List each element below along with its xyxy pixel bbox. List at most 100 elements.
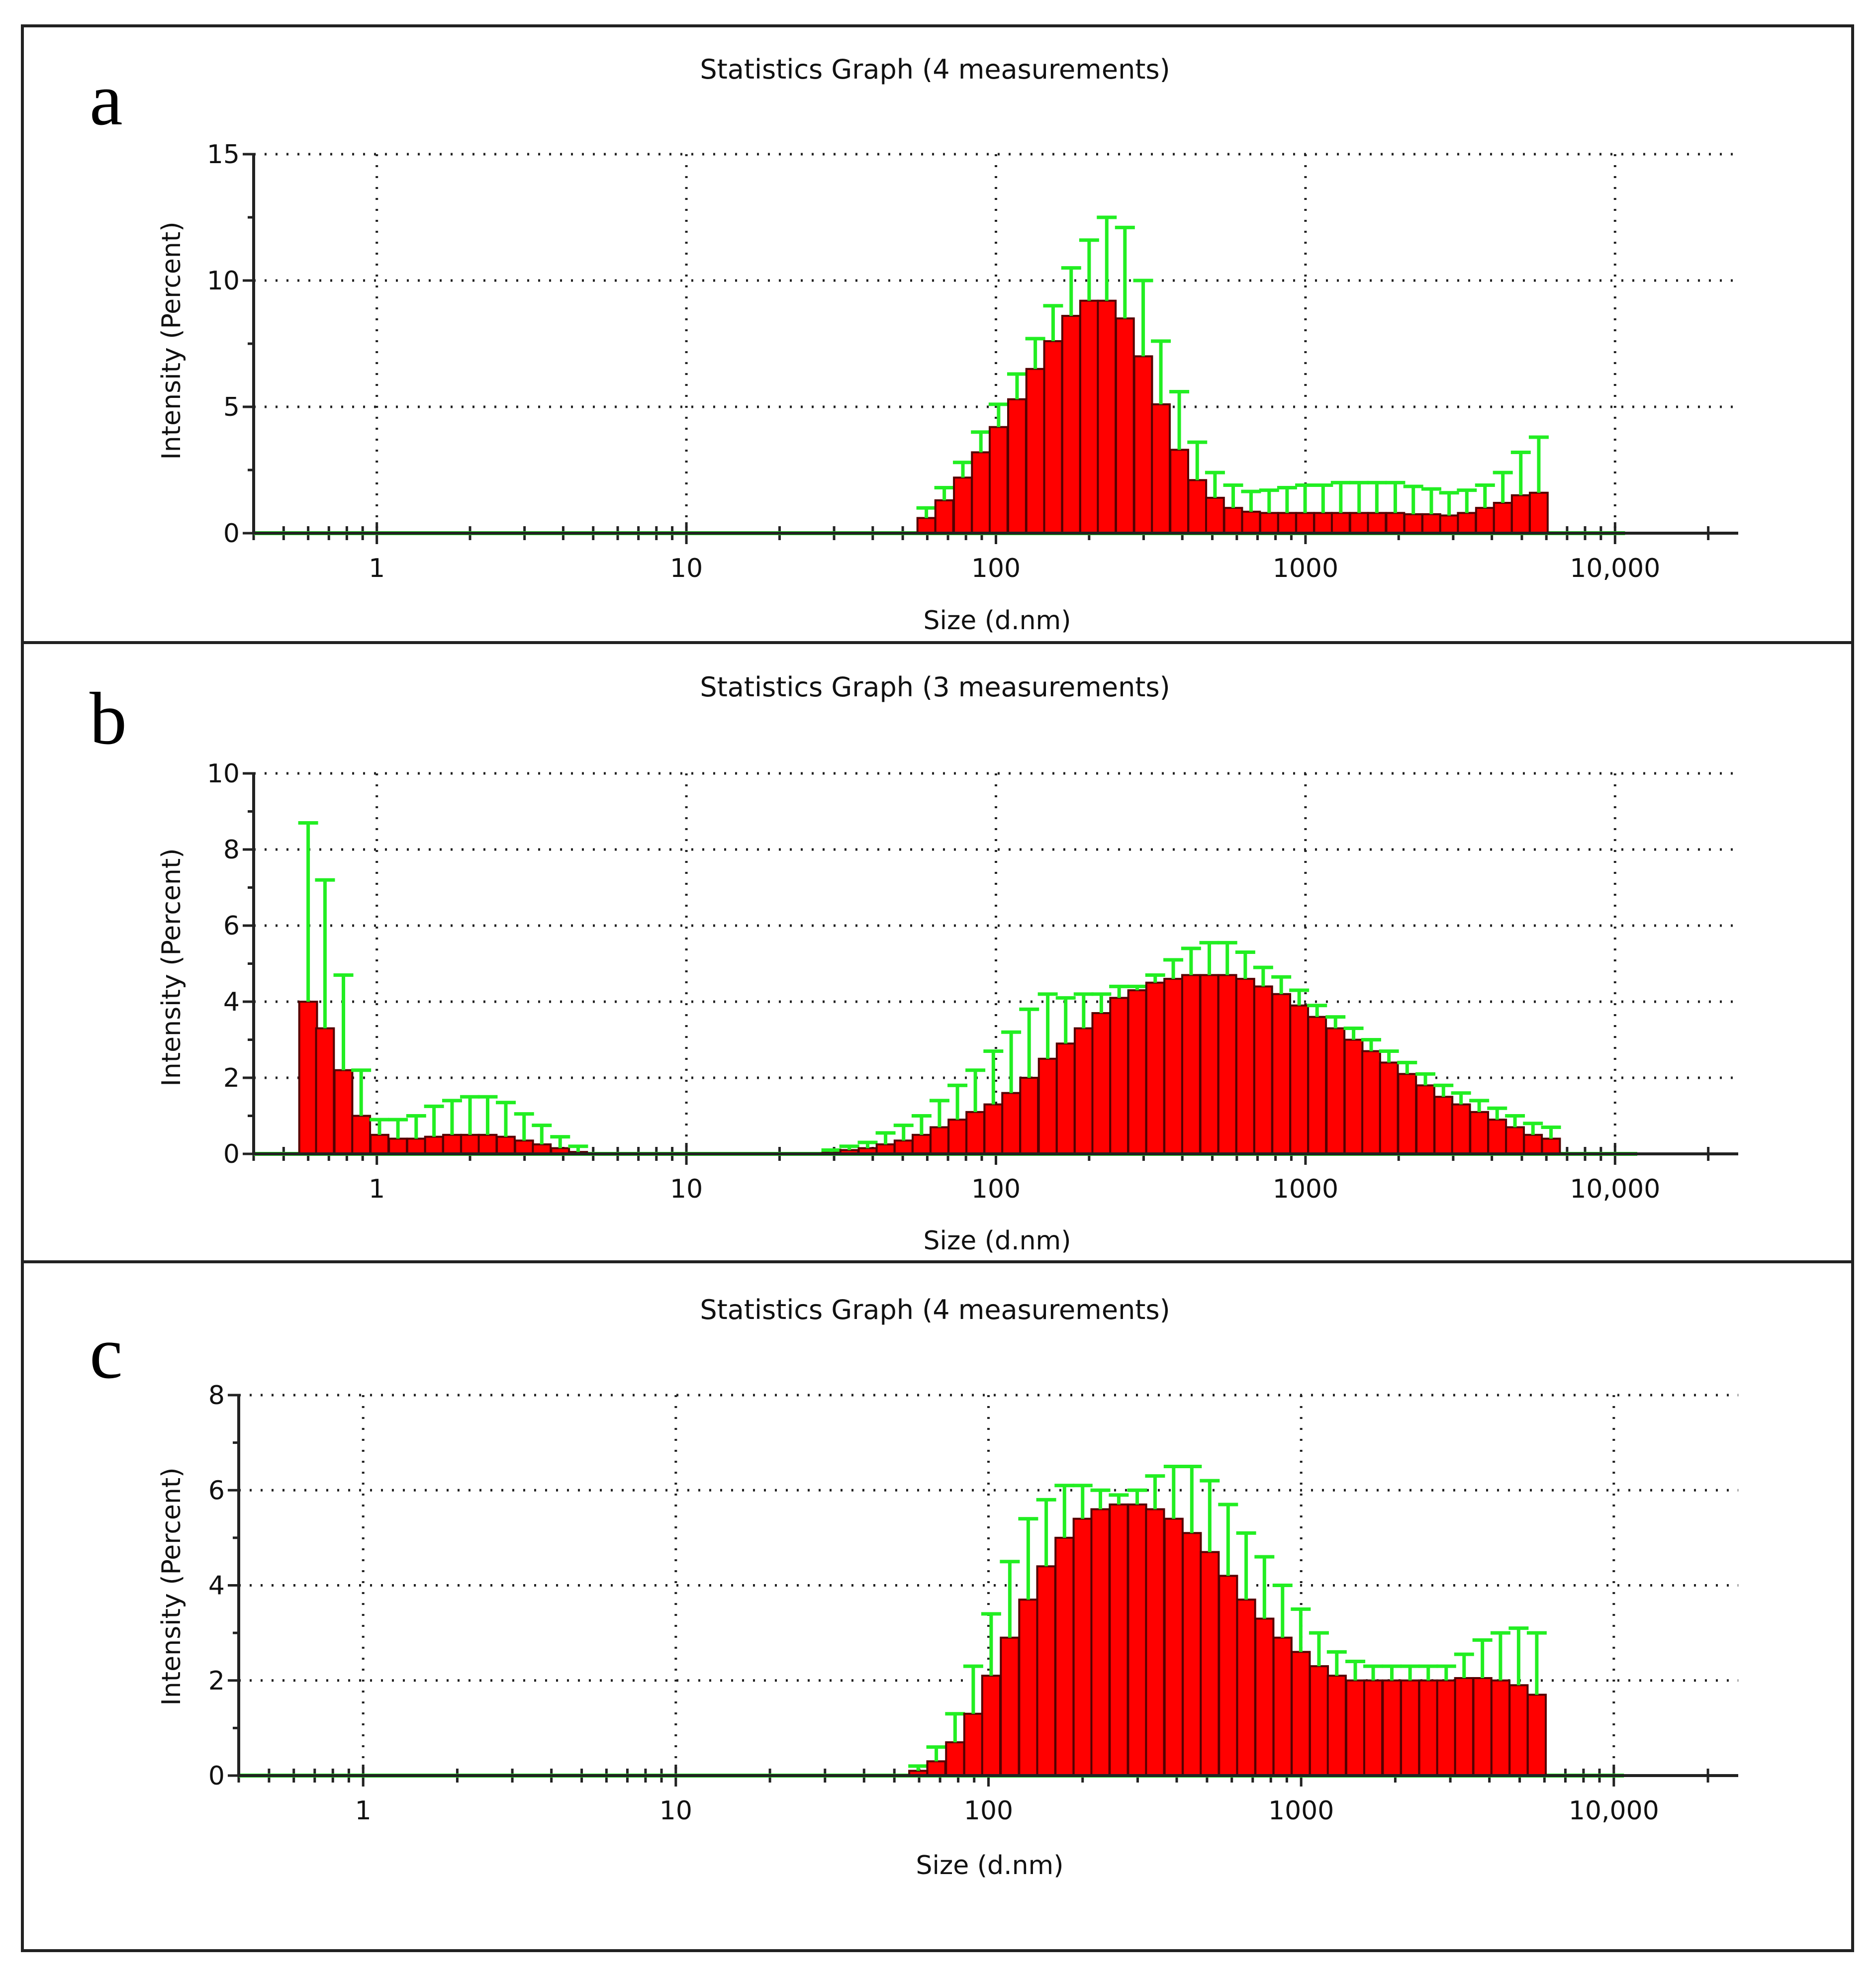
bar-a-30 bbox=[1457, 512, 1477, 534]
ticks-c: 0 2 4 6 8 1 10 100 1000 10,000 bbox=[208, 1381, 1709, 1826]
bar-b-55 bbox=[1523, 1133, 1543, 1155]
bar-b-8 bbox=[442, 1133, 462, 1155]
bar-b-10 bbox=[477, 1133, 498, 1155]
bar-b-53 bbox=[1487, 1119, 1507, 1155]
bar-a-15 bbox=[1187, 479, 1208, 535]
bar-a-22 bbox=[1313, 512, 1333, 534]
ticks-a: 0 5 10 15 1 10 100 1000 10,000 bbox=[207, 140, 1710, 583]
bar-c-13 bbox=[1145, 1508, 1165, 1777]
bar-c-22 bbox=[1309, 1665, 1329, 1777]
bar-b-54 bbox=[1505, 1126, 1525, 1155]
bar-b-56 bbox=[1541, 1137, 1561, 1155]
ytick-label-a-0: 0 bbox=[223, 519, 240, 549]
bar-a-17 bbox=[1223, 507, 1243, 535]
xtick-label-a-0: 1 bbox=[369, 554, 385, 583]
xtick-label-b-2: 100 bbox=[971, 1174, 1021, 1204]
bar-a-14 bbox=[1169, 449, 1189, 534]
axes-b bbox=[252, 773, 1738, 1155]
ylabel-c: Intensity (Percent) bbox=[157, 1467, 187, 1705]
bar-c-10 bbox=[1090, 1508, 1111, 1777]
bar-b-1 bbox=[315, 1027, 335, 1155]
bars-c bbox=[239, 1464, 1624, 1778]
bar-b-47 bbox=[1379, 1061, 1399, 1155]
ytick-label-a-1: 5 bbox=[223, 392, 240, 422]
bar-c-31 bbox=[1472, 1677, 1493, 1777]
panel-letter-a: a bbox=[90, 58, 123, 141]
bar-b-49 bbox=[1415, 1084, 1435, 1155]
grid-a bbox=[254, 153, 1738, 533]
xlabel-b: Size (d.nm) bbox=[924, 1226, 1071, 1256]
bar-a-5 bbox=[1007, 398, 1027, 534]
bar-b-5 bbox=[388, 1137, 408, 1155]
bar-b-35 bbox=[1163, 978, 1183, 1155]
bar-a-7 bbox=[1043, 340, 1063, 534]
ytick-label-b-5: 10 bbox=[207, 759, 240, 789]
bar-a-31 bbox=[1475, 507, 1495, 535]
chart-title-b: Statistics Graph (3 measurements) bbox=[700, 671, 1170, 703]
bar-b-30 bbox=[1073, 1027, 1094, 1155]
xtick-label-b-3: 1000 bbox=[1273, 1174, 1338, 1204]
chart-a: a Statistics Graph (4 measurements) Inte… bbox=[90, 54, 1738, 636]
bar-c-17 bbox=[1218, 1575, 1238, 1777]
bar-c-2 bbox=[945, 1741, 965, 1777]
bar-c-7 bbox=[1036, 1565, 1056, 1777]
bar-b-33 bbox=[1127, 989, 1147, 1155]
bar-c-20 bbox=[1272, 1636, 1293, 1777]
bar-a-23 bbox=[1330, 512, 1351, 534]
bar-a-19 bbox=[1259, 512, 1279, 534]
bar-a-10 bbox=[1097, 299, 1117, 534]
bar-b-6 bbox=[406, 1137, 426, 1155]
ytick-label-c-0: 0 bbox=[208, 1761, 225, 1791]
bar-a-1 bbox=[934, 499, 954, 535]
bar-c-16 bbox=[1200, 1551, 1220, 1777]
bar-b-2 bbox=[333, 1069, 354, 1155]
bar-c-9 bbox=[1072, 1517, 1093, 1777]
bar-b-21 bbox=[912, 1133, 932, 1155]
panel-a-frame bbox=[21, 24, 1854, 644]
bar-c-15 bbox=[1182, 1532, 1202, 1777]
grid-b bbox=[254, 772, 1738, 1154]
xtick-label-a-1: 10 bbox=[670, 554, 703, 583]
bar-a-0 bbox=[916, 517, 937, 535]
bar-b-40 bbox=[1253, 985, 1273, 1155]
bar-c-18 bbox=[1236, 1599, 1256, 1777]
bar-c-21 bbox=[1291, 1651, 1311, 1777]
bar-a-33 bbox=[1510, 494, 1531, 534]
bar-b-28 bbox=[1037, 1057, 1058, 1155]
panel-c-frame bbox=[21, 1260, 1854, 1952]
bar-c-28 bbox=[1418, 1679, 1438, 1777]
bar-b-22 bbox=[930, 1126, 949, 1155]
ytick-label-b-0: 0 bbox=[223, 1139, 240, 1169]
bar-b-51 bbox=[1451, 1103, 1471, 1155]
axes-c bbox=[237, 1395, 1738, 1777]
bar-c-14 bbox=[1163, 1517, 1184, 1777]
bar-a-28 bbox=[1421, 513, 1441, 535]
bar-a-9 bbox=[1079, 299, 1099, 534]
bar-b-3 bbox=[351, 1115, 372, 1155]
xtick-label-c-4: 10,000 bbox=[1569, 1796, 1659, 1826]
xtick-label-b-1: 10 bbox=[670, 1174, 703, 1204]
bar-a-25 bbox=[1367, 512, 1387, 534]
xtick-label-c-2: 100 bbox=[964, 1796, 1013, 1826]
chart-b: b Statistics Graph (3 measurements) Inte… bbox=[90, 671, 1738, 1256]
xtick-label-a-3: 1000 bbox=[1273, 554, 1338, 583]
xtick-label-a-4: 10,000 bbox=[1570, 554, 1660, 583]
bar-b-26 bbox=[1001, 1092, 1022, 1155]
bar-b-20 bbox=[893, 1139, 914, 1155]
ytick-label-a-3: 15 bbox=[207, 140, 240, 170]
panel-letter-c: c bbox=[90, 1312, 123, 1394]
bar-b-7 bbox=[424, 1135, 444, 1155]
xtick-label-a-2: 100 bbox=[971, 554, 1021, 583]
bar-a-24 bbox=[1349, 512, 1369, 534]
xlabel-a: Size (d.nm) bbox=[924, 606, 1071, 636]
bar-b-23 bbox=[947, 1119, 967, 1155]
chart-title-c: Statistics Graph (4 measurements) bbox=[700, 1294, 1170, 1325]
bar-b-41 bbox=[1271, 993, 1292, 1155]
bar-a-6 bbox=[1025, 368, 1045, 534]
bar-b-25 bbox=[983, 1103, 1004, 1155]
ytick-label-b-4: 8 bbox=[223, 835, 240, 865]
bar-c-29 bbox=[1436, 1679, 1456, 1777]
bar-a-27 bbox=[1403, 513, 1423, 535]
bar-a-34 bbox=[1529, 491, 1549, 534]
